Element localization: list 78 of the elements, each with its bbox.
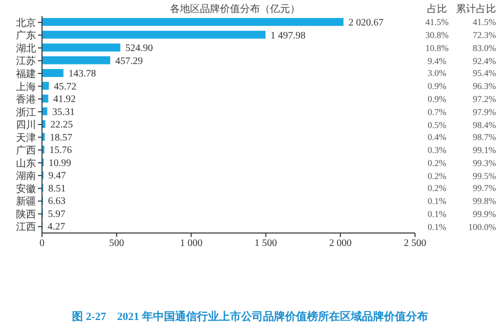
y-tick-label: 湖南 xyxy=(16,170,36,182)
data-label: 4.27 xyxy=(48,222,66,233)
data-label: 22.25 xyxy=(50,120,73,131)
text: 30.8% xyxy=(424,29,450,42)
data-label: 457.29 xyxy=(115,56,143,67)
text: 10.8% xyxy=(424,42,450,54)
data-label: 10.99 xyxy=(48,158,72,169)
text: 0.2% xyxy=(426,170,448,182)
data-label: 6.63 xyxy=(48,196,66,208)
y-tick-label: 江苏 xyxy=(16,55,36,68)
text: 95.4% xyxy=(472,67,496,80)
text: 占比 xyxy=(426,2,448,16)
y-tick-label: 山东 xyxy=(16,157,36,170)
text: 0.4% xyxy=(426,131,448,144)
y-tick-label: 四川 xyxy=(16,119,36,132)
data-label: 8.51 xyxy=(48,183,66,194)
text: 41.5% xyxy=(424,16,450,28)
text: 96.3% xyxy=(472,80,496,92)
data-label: 9.47 xyxy=(48,170,66,182)
text: 0.2% xyxy=(426,156,448,169)
y-tick-label: 广西 xyxy=(16,144,36,157)
text: 98.4% xyxy=(472,118,496,130)
data-label: 5.97 xyxy=(48,208,66,220)
y-tick-label: 新疆 xyxy=(16,196,36,208)
text: 0.3% xyxy=(426,144,448,156)
data-label: 45.72 xyxy=(54,81,76,92)
text: 0.7% xyxy=(426,106,448,118)
text: 图 2-27 2021 年中国通信行业上市公司品牌价值榜所在区域品牌价值分布 xyxy=(71,310,429,324)
data-label: 2 020.67 xyxy=(348,18,384,29)
data-label: 524.90 xyxy=(125,43,153,54)
y-tick-label: 香港 xyxy=(16,94,36,106)
text: 0.5% xyxy=(426,118,448,130)
text: 99.7% xyxy=(472,182,496,194)
data-label: 18.57 xyxy=(50,132,72,144)
text: 3.0% xyxy=(426,67,448,80)
y-tick-label: 广东 xyxy=(16,30,36,42)
text: 92.4% xyxy=(472,54,496,67)
x-tick-label: 500 xyxy=(109,238,124,250)
text: 99.8% xyxy=(472,195,496,208)
text: 0.9% xyxy=(426,92,448,105)
chart-title: 各地区品牌价值分布（亿元） xyxy=(170,4,300,15)
data-label: 143.78 xyxy=(68,68,96,80)
y-tick-label: 安徽 xyxy=(16,182,36,195)
text: 0.9% xyxy=(426,80,448,92)
text: 0.1% xyxy=(426,195,448,208)
text: 99.9% xyxy=(472,208,496,220)
text: 83.0% xyxy=(472,42,496,54)
y-tick-label: 北京 xyxy=(16,16,36,29)
text: 41.5% xyxy=(472,16,496,28)
x-tick-label: 0 xyxy=(40,238,44,250)
data-label: 1 497.98 xyxy=(270,30,306,42)
data-label: 15.76 xyxy=(49,145,72,156)
data-label: 41.92 xyxy=(53,94,76,106)
y-tick-label: 福建 xyxy=(16,68,36,80)
text: 97.2% xyxy=(472,92,496,105)
text: 99.3% xyxy=(472,156,496,169)
text: 98.7% xyxy=(472,131,496,144)
text: 97.9% xyxy=(472,106,496,118)
y-tick-label: 江西 xyxy=(16,221,36,234)
text: 累计占比 xyxy=(455,2,496,16)
y-tick-label: 天津 xyxy=(16,132,36,144)
text: 72.3% xyxy=(472,29,496,42)
y-tick-label: 陕西 xyxy=(16,208,36,220)
text: 100.0% xyxy=(467,220,496,233)
x-tick-label: 2 000 xyxy=(329,238,352,250)
y-tick-label: 湖北 xyxy=(16,42,36,54)
text: 0.2% xyxy=(426,182,448,194)
text: 0.1% xyxy=(426,208,448,220)
text: 99.1% xyxy=(472,144,496,156)
text: 99.5% xyxy=(472,170,496,182)
data-label: 35.31 xyxy=(52,106,75,118)
x-tick-label: 1 000 xyxy=(180,238,202,250)
text: 0.1% xyxy=(426,220,448,233)
text: 9.4% xyxy=(426,54,448,67)
y-tick-label: 上海 xyxy=(16,80,36,93)
x-tick-label: 2 500 xyxy=(404,238,426,250)
x-tick-label: 1 500 xyxy=(254,238,278,250)
y-tick-label: 浙江 xyxy=(16,106,36,118)
